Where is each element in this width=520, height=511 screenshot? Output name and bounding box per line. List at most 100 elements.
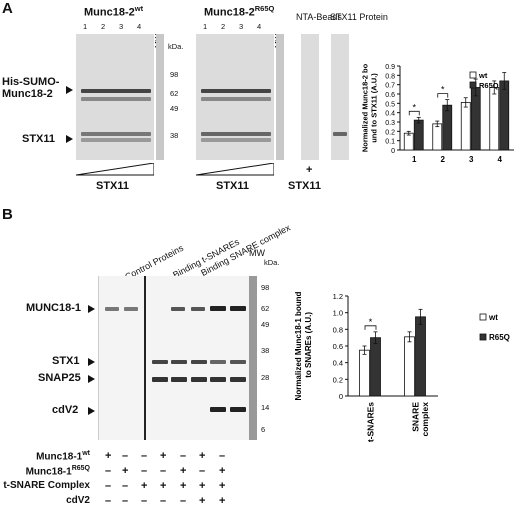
- gel1-band: [81, 89, 151, 93]
- gel2-band: [201, 132, 271, 136]
- y-tick-label: 1.0: [333, 309, 343, 318]
- gel2-bottom-label: STX11: [216, 180, 250, 192]
- y-tick-label: 0.6: [385, 92, 395, 99]
- snap25-arrow: [88, 375, 95, 383]
- y-tick-label: 0.4: [333, 359, 343, 368]
- bar-wt: [432, 123, 443, 151]
- gel2-lane-3: 3: [239, 22, 244, 31]
- condition-cell: –: [141, 465, 148, 477]
- bar-r65q: [370, 337, 381, 397]
- row-label-cdv2: cdV2: [52, 404, 79, 416]
- significance-bracket: [437, 93, 449, 98]
- gel1-image: [76, 34, 154, 160]
- stx11-row-label: STX11: [22, 133, 56, 145]
- x-tick-label: 3: [469, 155, 474, 164]
- row-label-stx1: STX1: [52, 355, 80, 367]
- condition-cell: –: [105, 495, 112, 507]
- cdv2-band: [230, 407, 246, 412]
- chart-a: 0 0.1 0.2 0.3 0.4 0.5 0.6 0.7 0.8 0.9 Normalized M…: [361, 63, 514, 164]
- munc18-band: [210, 306, 226, 311]
- bar-wt: [404, 336, 415, 397]
- legend-swatch-r65q: [469, 81, 477, 89]
- stx11-arrow: [66, 135, 73, 143]
- y-tick-label: 0.8: [385, 73, 395, 80]
- plus-label: +: [306, 164, 313, 176]
- gel-b-mw-62: 62: [261, 304, 270, 313]
- condition-cell: +: [219, 465, 226, 477]
- condition-cell: –: [105, 480, 112, 492]
- row-label-munc18-1: MUNC18-1: [26, 302, 82, 314]
- cdv2-band: [210, 407, 226, 412]
- snap25-band: [171, 377, 187, 382]
- condition-label-sup: wt: [82, 450, 90, 457]
- gel2-lane-1: 1: [203, 22, 208, 31]
- gel2-image: [196, 34, 274, 160]
- stx1-band: [230, 360, 246, 364]
- munc18-band: [124, 307, 138, 311]
- y-axis-label: Normalized Munc18-1 bound to SNAREs (A.U…: [294, 291, 313, 400]
- gel1-lane-3: 3: [119, 22, 124, 31]
- condition-label: Munc18-1wt: [36, 450, 90, 463]
- gel2-lane-4: 4: [257, 22, 262, 31]
- gel2-title-sup: R65Q: [254, 4, 275, 13]
- stx1-arrow: [88, 358, 95, 366]
- y-tick-label: 0.3: [385, 120, 395, 127]
- bar-wt: [460, 102, 471, 151]
- y-tick-label: 0: [339, 392, 343, 401]
- gel1-mw-49: 49: [170, 104, 179, 113]
- condition-cell: –: [219, 450, 226, 462]
- gel-b-mw-98: 98: [261, 283, 270, 292]
- y-tick-label: 0.2: [385, 129, 395, 136]
- gel2-lane-2: 2: [221, 22, 226, 31]
- gel-b-mw-28: 28: [261, 373, 270, 382]
- cdv2-arrow: [88, 407, 95, 415]
- y-tick-label: 0.8: [333, 325, 343, 334]
- legend-label-wt: wt: [488, 313, 498, 322]
- legend-label-r65q: R65Q: [489, 333, 510, 342]
- snap25-band: [191, 377, 207, 382]
- condition-cell: –: [199, 465, 206, 477]
- gel1-title-sup: wt: [134, 4, 144, 13]
- condition-table: Munc18-1wt + – – + – + – Munc18-1R65Q – + – – + – + t-SN…: [0, 450, 260, 511]
- condition-cell: –: [160, 495, 167, 507]
- gel1-lane-2: 2: [101, 22, 106, 31]
- y-tick-label: 1.2: [333, 292, 343, 301]
- condition-cell: –: [141, 495, 148, 507]
- bar-r65q: [415, 316, 426, 397]
- snap25-band: [210, 377, 226, 382]
- row-label-snap25: SNAP25: [38, 372, 81, 384]
- y-tick-label: 0.6: [333, 342, 343, 351]
- gel1-lane-1: 1: [83, 22, 88, 31]
- snap25-band: [230, 377, 246, 382]
- y-tick-label: 0.1: [385, 139, 395, 146]
- stx1-band: [210, 360, 226, 364]
- condition-cell: +: [180, 480, 187, 492]
- gel-b-kda: kDa.: [264, 258, 280, 267]
- gel1-title-text: Munc18-2: [84, 6, 135, 19]
- y-axis-label: Normalized Munc18-2 bound to STX11 (A.U.…: [361, 63, 379, 152]
- stx1-band: [191, 360, 207, 364]
- gel-b-mw-label: MW: [249, 248, 265, 258]
- condition-cell: +: [199, 495, 206, 507]
- condition-cell: –: [122, 495, 129, 507]
- chart-b: 0 0.2 0.4 0.6 0.8 1.0 1.2 Normalized Munc18-1 b…: [294, 291, 510, 442]
- his-sumo-line1: His-SUMO-: [2, 76, 60, 88]
- gel2-band: [201, 97, 271, 101]
- panel-b-letter: B: [2, 206, 13, 223]
- condition-cell: –: [180, 495, 187, 507]
- gel1-kda: kDa.: [168, 42, 184, 51]
- condition-cell: –: [180, 450, 187, 462]
- significance-label: *: [412, 102, 416, 112]
- condition-label: cdV2: [66, 495, 90, 506]
- significance-bracket: [364, 325, 377, 330]
- x-tick-label: 1: [412, 155, 417, 164]
- stx1-band: [152, 360, 168, 364]
- gel-b-image: [98, 276, 257, 440]
- condition-label: Munc18-1R65Q: [25, 465, 90, 478]
- condition-cell: +: [219, 480, 226, 492]
- gel2-band: [201, 138, 271, 142]
- significance-bracket: [408, 110, 420, 116]
- legend-label-r65q: R65Q: [479, 81, 499, 90]
- gel2-mw-lane: [276, 34, 284, 160]
- gel-b-mw-49: 49: [261, 320, 270, 329]
